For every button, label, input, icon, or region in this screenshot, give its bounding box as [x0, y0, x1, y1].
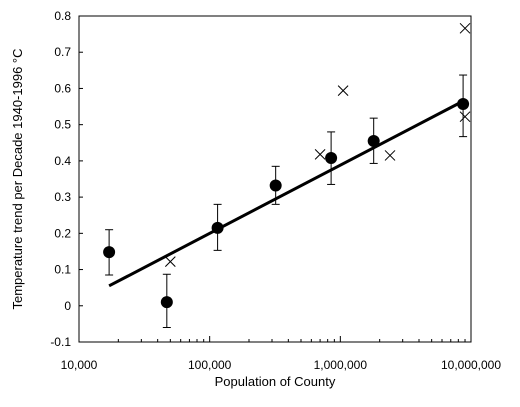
y-axis: -0.1 0 0.1 0.2 0.3 0.4 0.5 0.6 0.7 0.8	[50, 9, 83, 349]
x-tick-label: 10,000	[61, 358, 98, 372]
data-point-x	[384, 150, 396, 161]
error-bars-group	[105, 74, 468, 329]
y-tick-label: 0.8	[54, 9, 71, 23]
y-axis-label: Temperature trend per Decade 1940-1996 °…	[10, 48, 25, 309]
x-marker-stroke	[459, 111, 471, 123]
data-point-circle	[103, 246, 116, 259]
y-tick-label: 0.4	[54, 154, 71, 168]
plot-area	[78, 15, 472, 343]
data-point-circle	[269, 179, 282, 192]
x-points-group	[164, 22, 471, 267]
data-point-circle	[457, 98, 470, 111]
x-marker-stroke	[384, 150, 396, 161]
x-tick-label: 1,000,000	[314, 358, 368, 372]
data-point-x	[337, 85, 349, 96]
x-marker-stroke	[337, 85, 349, 96]
data-point-circle	[325, 151, 338, 164]
x-marker-stroke	[314, 149, 326, 160]
x-marker-stroke	[459, 22, 471, 34]
data-point-x	[314, 149, 326, 160]
y-tick-label: 0.7	[54, 45, 71, 59]
x-marker-stroke	[164, 256, 176, 267]
x-tick-label: 100,000	[188, 358, 232, 372]
trendline-group	[108, 99, 464, 288]
y-tick-label: -0.1	[50, 335, 71, 349]
data-point-circle	[211, 221, 224, 234]
y-tick-label: 0.5	[54, 118, 71, 132]
y-tick-label: 0.3	[54, 190, 71, 204]
data-point-circle	[367, 134, 380, 147]
data-point-x	[164, 256, 176, 267]
y-tick-label: 0	[64, 299, 71, 313]
data-point-x	[459, 22, 471, 34]
y-tick-label: 0.1	[54, 263, 71, 277]
x-axis-label: Population of County	[215, 374, 336, 389]
circle-points-group	[103, 98, 470, 309]
data-point-x	[459, 111, 471, 123]
trendline	[108, 99, 464, 288]
x-tick-label: 10,000,000	[441, 358, 501, 372]
y-tick-label: 0.6	[54, 81, 71, 95]
y-tick-label: 0.2	[54, 226, 71, 240]
data-point-circle	[160, 296, 173, 309]
x-axis: 10,000 100,000 1,000,000 10,000,000	[61, 336, 501, 372]
